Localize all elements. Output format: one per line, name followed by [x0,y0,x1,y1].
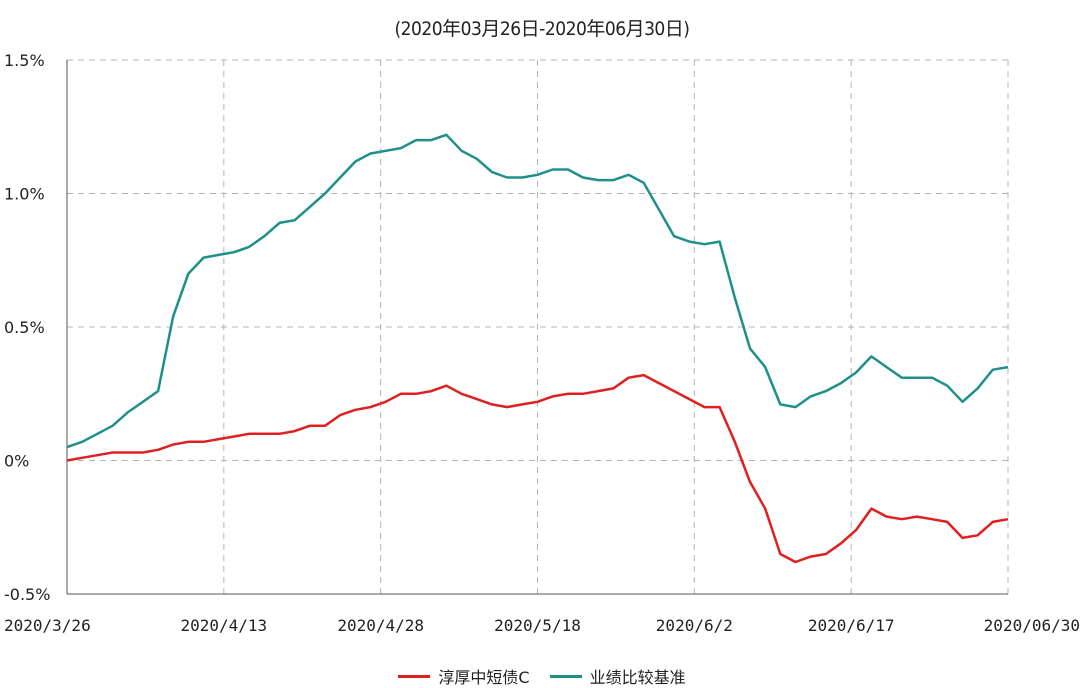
y-tick-label: -0.5% [4,585,50,604]
series-line-benchmark [66,133,1009,449]
x-tick-label: 2020/6/17 [808,616,895,635]
legend-item-fund: 淳厚中短债C [398,664,530,688]
y-tick-label: 1.5% [4,51,45,70]
line-chart: 1.5% 1.0% 0.5% 0% -0.5% 2020/3/26 2020/4/13 202… [4,51,1080,635]
chart-title: (2020年03月26日-2020年06月30日) [394,18,690,40]
legend-item-benchmark: 业绩比较基准 [549,664,686,688]
x-tick-label: 2020/06/30 [984,616,1080,635]
legend-swatch-fund [398,674,431,678]
x-tick-label: 2020/4/28 [337,616,424,635]
x-tick-label: 2020/6/2 [656,616,733,635]
x-tick-label: 2020/5/18 [494,616,581,635]
legend: 淳厚中短债C 业绩比较基准 [0,664,1084,688]
series-line-fund [66,373,1009,564]
x-tick-label: 2020/4/13 [180,616,267,635]
legend-label-benchmark: 业绩比较基准 [589,668,686,687]
y-tick-label: 0.5% [4,318,45,337]
legend-label-fund: 淳厚中短债C [438,668,530,687]
legend-swatch-benchmark [549,674,582,678]
x-tick-label: 2020/3/26 [4,616,91,635]
y-tick-label: 1.0% [4,185,45,204]
y-tick-label: 0% [4,452,29,471]
